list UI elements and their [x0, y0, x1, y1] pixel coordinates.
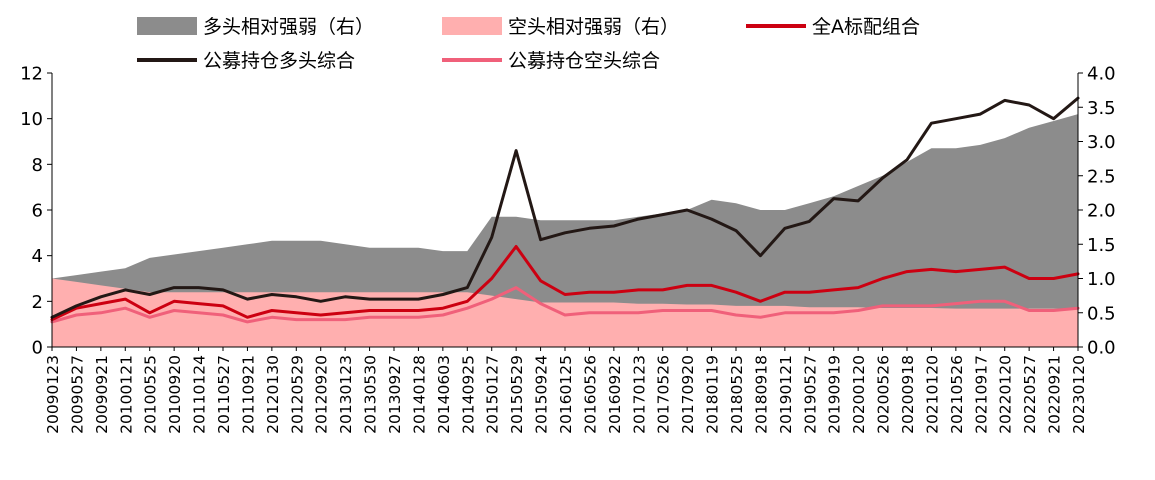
y-left-tick-label: 4 — [32, 246, 43, 267]
x-tick-label: 20150127 — [484, 355, 502, 434]
plot-area — [50, 96, 1080, 347]
x-tick-label: 20220120 — [997, 355, 1015, 434]
y-right-tick-label: 0.0 — [1087, 338, 1116, 359]
x-tick-label: 20110124 — [191, 355, 209, 434]
x-tick-label: 20140925 — [459, 355, 477, 434]
legend-item-long-rs: 多头相对强弱（右） — [137, 16, 374, 38]
x-tick-label: 20100920 — [166, 355, 184, 434]
x-tick-label: 20190527 — [801, 355, 819, 434]
x-tick-label: 20200120 — [850, 355, 868, 434]
x-tick-label: 20130927 — [386, 355, 404, 434]
x-tick-label: 20190919 — [826, 355, 844, 434]
y-right-tick-label: 2.5 — [1087, 166, 1116, 187]
series-long-rs-area — [52, 114, 1078, 347]
legend-item-all-a: 全A标配组合 — [746, 16, 920, 38]
x-tick-label: 20190121 — [777, 355, 795, 434]
y-left-tick-label: 12 — [20, 64, 43, 85]
x-tick-label: 20160125 — [557, 355, 575, 434]
x-tick-label: 20220527 — [1021, 355, 1039, 434]
x-tick-label: 20180119 — [704, 355, 722, 434]
series-short-rs-area — [52, 278, 1078, 347]
y-left-tick-label: 2 — [32, 292, 43, 313]
x-tick-label: 20110921 — [239, 355, 257, 434]
x-tick-label: 20090527 — [68, 355, 86, 434]
x-tick-label: 20180525 — [728, 355, 746, 434]
legend-label: 多头相对强弱（右） — [203, 16, 374, 38]
x-tick-label: 20160526 — [581, 355, 599, 434]
legend-item-fund-short: 公募持仓空头综合 — [442, 50, 660, 72]
x-tick-label: 20120130 — [264, 355, 282, 434]
legend-item-fund-long: 公募持仓多头综合 — [137, 50, 355, 72]
x-tick-label: 20120529 — [288, 355, 306, 434]
x-tick-label: 20100121 — [117, 355, 135, 434]
legend-label: 全A标配组合 — [812, 16, 920, 38]
y-right-tick-label: 3.0 — [1087, 132, 1116, 153]
x-tick-label: 20120920 — [313, 355, 331, 434]
x-tick-label: 20150529 — [508, 355, 526, 434]
y-left-tick-label: 0 — [32, 338, 43, 359]
legend-swatch — [442, 17, 502, 35]
x-tick-label: 20170123 — [630, 355, 648, 434]
legend-label: 空头相对强弱（右） — [508, 16, 679, 38]
x-tick-label: 20200918 — [899, 355, 917, 434]
x-tick-label: 20130530 — [362, 355, 380, 434]
y-right-tick-label: 1.5 — [1087, 235, 1116, 256]
y-right-tick-label: 1.0 — [1087, 269, 1116, 290]
x-tick-label: 20170920 — [679, 355, 697, 434]
x-tick-label: 20200526 — [875, 355, 893, 434]
legend-item-short-rs: 空头相对强弱（右） — [442, 16, 679, 38]
x-tick-label: 20100525 — [142, 355, 160, 434]
legend-swatch — [137, 17, 197, 35]
y-right-tick-label: 0.5 — [1087, 303, 1116, 324]
x-tick-label: 20180918 — [752, 355, 770, 434]
legend-label: 公募持仓多头综合 — [203, 50, 355, 72]
series-fund-short-line — [50, 286, 1080, 324]
x-tick-label: 20090921 — [93, 355, 111, 434]
y-left-tick-label: 6 — [32, 201, 43, 222]
y-left-tick-label: 10 — [20, 109, 43, 130]
x-tick-label: 20130123 — [337, 355, 355, 434]
x-tick-label: 20140128 — [410, 355, 428, 434]
x-tick-label: 20210526 — [948, 355, 966, 434]
x-tick-label: 20220921 — [1046, 355, 1064, 434]
x-tick-label: 20160922 — [606, 355, 624, 434]
x-tick-label: 20090123 — [44, 355, 62, 434]
x-tick-label: 20210120 — [923, 355, 941, 434]
x-tick-label: 20150924 — [533, 355, 551, 434]
y-right-tick-label: 4.0 — [1087, 64, 1116, 85]
y-right-tick-label: 3.5 — [1087, 98, 1116, 119]
y-left-tick-label: 8 — [32, 155, 43, 176]
x-tick-label: 20210917 — [972, 355, 990, 434]
legend-label: 公募持仓空头综合 — [508, 50, 660, 72]
x-tick-label: 20230120 — [1070, 355, 1088, 434]
axes: 0 2 4 6 8 10 12 0.0 0.5 1.0 1.5 2.0 2.5 3.0 3.5 4.0 2009… — [20, 64, 1116, 434]
series-fund-long-line — [50, 96, 1080, 319]
x-tick-label: 20110527 — [215, 355, 233, 434]
x-tick-label: 20140603 — [435, 355, 453, 434]
x-tick-label: 20170526 — [655, 355, 673, 434]
y-right-tick-label: 2.0 — [1087, 201, 1116, 222]
series-all-a-line — [50, 245, 1080, 322]
